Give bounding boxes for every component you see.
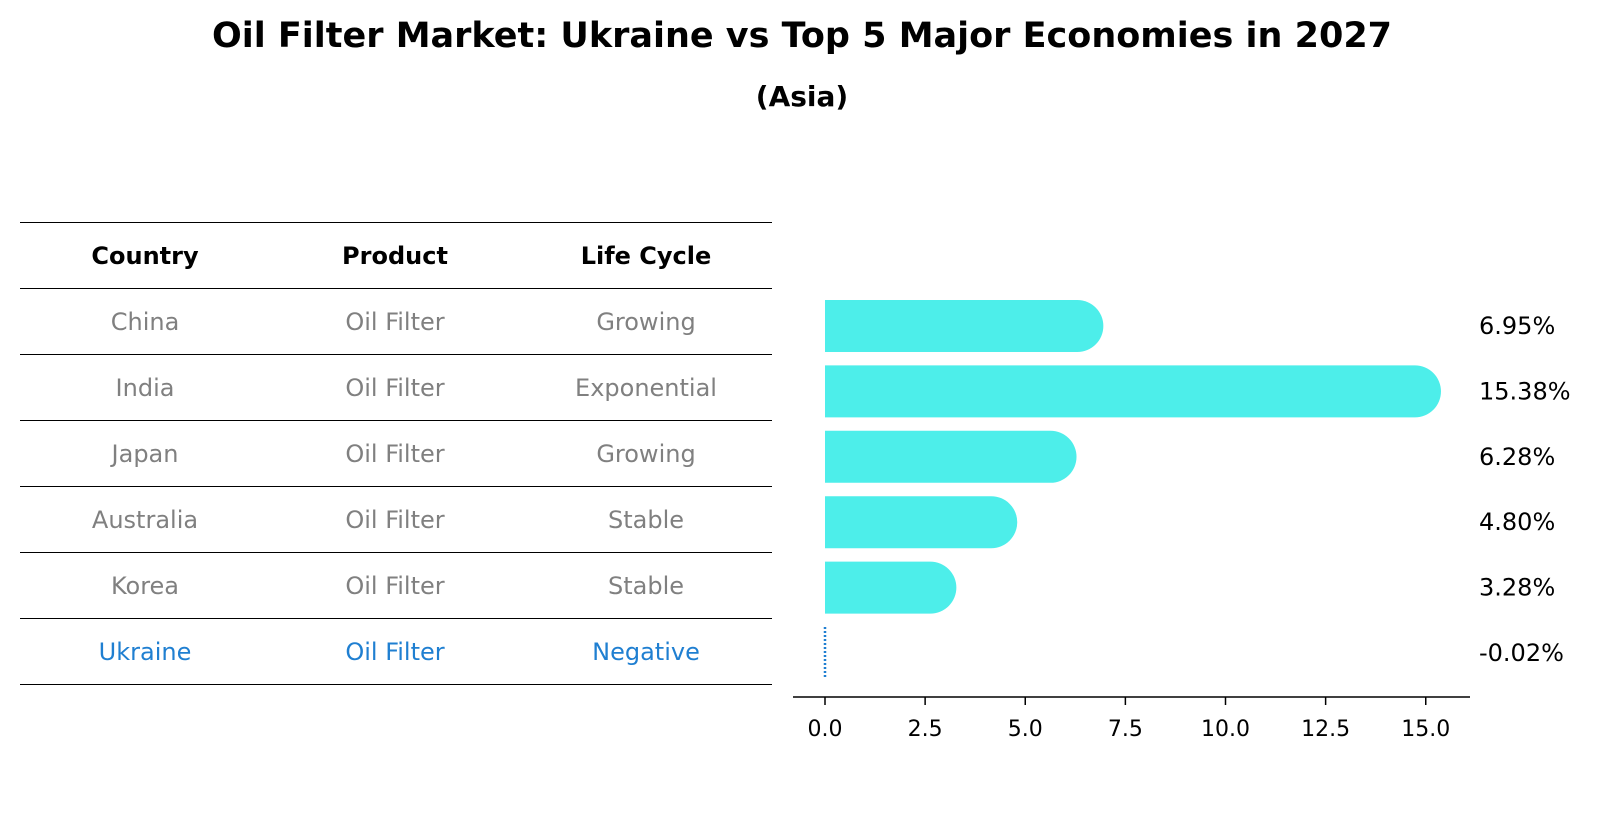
cell-country: Korea (110, 571, 180, 600)
table-row: Korea Oil Filter Stable (20, 552, 772, 618)
bar-japan (825, 430, 1077, 483)
cell-country: Ukraine (98, 637, 192, 666)
bar-value-label: -0.02% (1479, 639, 1564, 667)
cell-product: Oil Filter (345, 637, 445, 666)
cell-country: Japan (111, 439, 179, 468)
table-row: India Oil Filter Exponential (20, 354, 772, 420)
chart-subtitle: (Asia) (755, 80, 849, 113)
x-tick-label: 2.5 (908, 717, 943, 742)
x-tick-label: 10.0 (1201, 717, 1250, 742)
cell-product: Oil Filter (345, 307, 445, 336)
cell-life-cycle: Stable (607, 571, 685, 600)
header-country: Country (91, 241, 199, 270)
cell-product: Oil Filter (345, 571, 445, 600)
cell-product: Oil Filter (345, 439, 445, 468)
x-tick-label: 5.0 (1008, 717, 1043, 742)
cell-country: India (115, 373, 175, 402)
data-table: Country Product Life Cycle China Oil Fil… (20, 222, 772, 685)
bar-korea (825, 561, 957, 614)
table-header-row: Country Product Life Cycle (20, 222, 772, 288)
bar-australia (825, 496, 1018, 549)
bar-china (825, 300, 1104, 352)
cell-life-cycle: Negative (592, 637, 700, 666)
bar-india (825, 365, 1441, 418)
x-tick-label: 0.0 (808, 717, 843, 742)
cell-life-cycle: Stable (607, 505, 685, 534)
cell-product: Oil Filter (345, 505, 445, 534)
table-row: Australia Oil Filter Stable (20, 486, 772, 552)
bar-value-label: 15.38% (1479, 377, 1571, 405)
cell-product: Oil Filter (345, 373, 445, 402)
x-tick-label: 12.5 (1301, 717, 1350, 742)
header-life-cycle: Life Cycle (580, 241, 712, 270)
header-product: Product (342, 241, 448, 270)
chart-title: Oil Filter Market: Ukraine vs Top 5 Majo… (211, 16, 1393, 56)
cell-life-cycle: Exponential (575, 373, 717, 402)
table-row-highlight: Ukraine Oil Filter Negative (20, 618, 772, 685)
cell-life-cycle: Growing (596, 307, 696, 336)
table-row: China Oil Filter Growing (20, 288, 772, 354)
bar-value-label: 6.95% (1479, 312, 1555, 340)
x-tick-label: 15.0 (1401, 717, 1450, 742)
bar-value-label: 4.80% (1479, 508, 1555, 536)
x-tick-label: 7.5 (1108, 717, 1143, 742)
table-row: Japan Oil Filter Growing (20, 420, 772, 486)
bar-value-label: 3.28% (1479, 574, 1555, 602)
bar-value-label: 6.28% (1479, 443, 1555, 471)
cell-life-cycle: Growing (596, 439, 696, 468)
cell-country: Australia (91, 505, 199, 534)
cell-country: China (110, 307, 180, 336)
